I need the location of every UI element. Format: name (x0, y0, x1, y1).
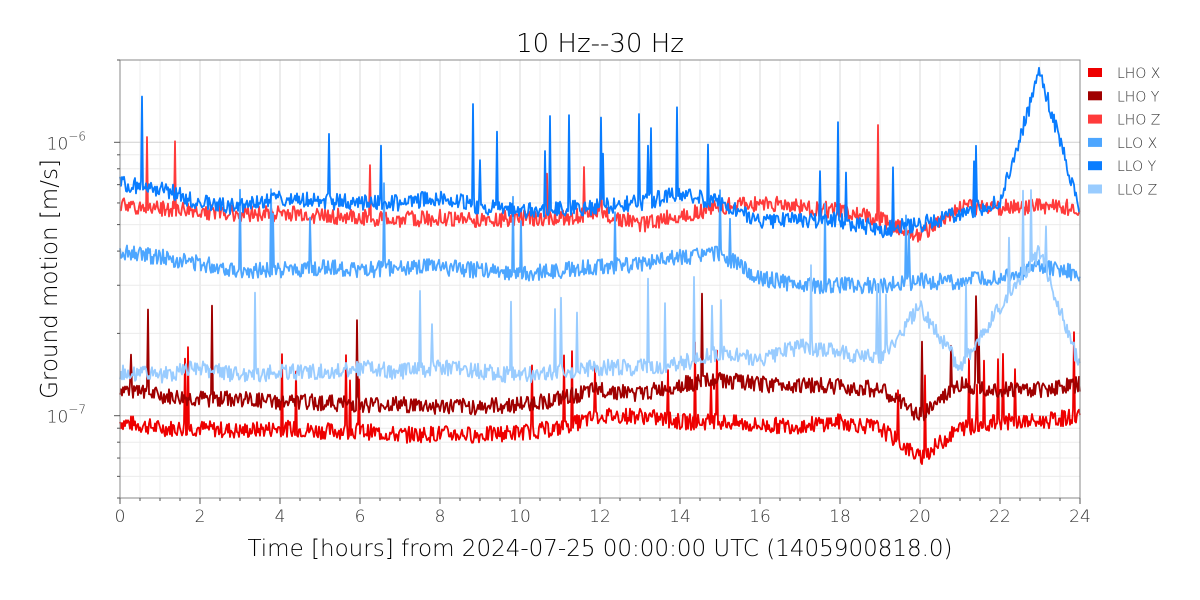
legend: LHO X LHO Y LHO Z LLO X LLO Y LLO Z (1088, 66, 1160, 199)
series-line-llo-z (119, 189, 1081, 384)
series-line-lho-x (119, 331, 1081, 466)
x-tick-label: 22 (989, 507, 1011, 527)
legend-swatch (1088, 184, 1102, 194)
x-tick-label: 6 (355, 507, 366, 527)
legend-swatch (1088, 114, 1102, 124)
legend-swatch (1088, 91, 1102, 101)
series-line-llo-x (119, 182, 1081, 295)
series-lines (119, 66, 1081, 466)
legend-swatch (1088, 68, 1102, 77)
y-tick-label: 10−6 (47, 129, 86, 154)
y-tick-base: 10 (47, 134, 69, 154)
legend-label: LHO Y (1117, 89, 1160, 105)
series-line-llo-y (119, 66, 1081, 239)
legend-label: LHO Z (1117, 113, 1160, 129)
x-tick-label: 18 (829, 507, 851, 527)
y-tick-base: 10 (47, 408, 69, 428)
legend-swatch (1088, 137, 1102, 147)
x-tick-label: 8 (435, 507, 446, 527)
series-line-lho-y (119, 292, 1081, 422)
x-tick-label: 12 (589, 507, 611, 527)
chart-title: 10 Hz--30 Hz (516, 29, 684, 59)
legend-label: LLO X (1117, 136, 1157, 152)
x-tick-label: 14 (669, 507, 691, 527)
x-axis-label: Time [hours] from 2024-07-25 00:00:00 UT… (247, 536, 952, 562)
y-tick-exponent: −7 (68, 403, 86, 417)
legend-label: LHO X (1117, 66, 1160, 82)
legend-label: LLO Y (1117, 159, 1157, 175)
x-tick-label: 2 (195, 507, 206, 527)
y-tick-exponent: −6 (68, 129, 86, 143)
x-tick-label: 10 (509, 507, 531, 527)
legend-label: LLO Z (1117, 183, 1157, 199)
legend-swatch (1088, 161, 1102, 171)
x-tick-label: 0 (115, 507, 126, 527)
x-tick-label: 24 (1069, 507, 1091, 527)
x-tick-label: 4 (275, 507, 286, 527)
y-tick-label: 10−7 (47, 403, 86, 428)
x-tick-label: 20 (909, 507, 931, 527)
y-axis-label: Ground motion [m/s] (37, 159, 63, 399)
x-tick-label: 16 (749, 507, 771, 527)
